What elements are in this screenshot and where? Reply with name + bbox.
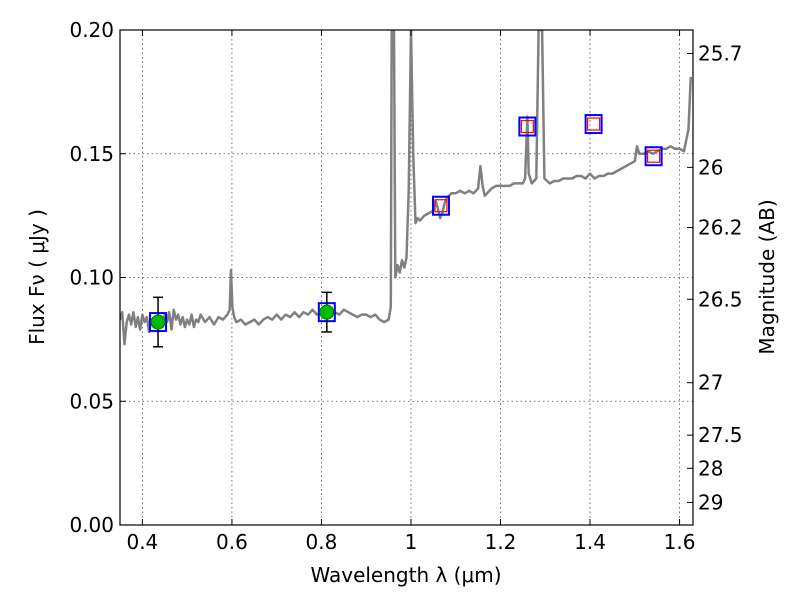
x-tick-label: 0.4	[126, 530, 158, 554]
right-tick-label: 28	[698, 456, 723, 480]
y-tick-label: 0.10	[69, 266, 114, 290]
y-axis-right-title: Magnitude (AB)	[755, 199, 779, 354]
y-tick-label: 0.05	[69, 389, 114, 413]
x-tick-label: 1.6	[664, 530, 696, 554]
model-flux-box	[518, 116, 537, 137]
y-axis-left: 0.00 0.05 0.10 0.15 0.20	[69, 18, 126, 537]
detection-point	[150, 314, 166, 330]
right-tick-label: 26.2	[698, 216, 743, 240]
model-flux-marker	[647, 149, 661, 163]
model-flux-marker	[587, 117, 601, 131]
x-axis: 0.4 0.6 0.8 1 1.2 1.4 1.6	[126, 30, 695, 554]
right-tick-label: 26	[698, 155, 723, 179]
x-tick-label: 0.6	[216, 530, 248, 554]
x-tick-label: 0.8	[306, 530, 338, 554]
right-tick-label: 25.7	[698, 42, 743, 66]
x-tick-label: 1.4	[574, 530, 606, 554]
detection-point	[319, 304, 335, 320]
y-axis-right: 25.7 26 26.2 26.5 27 27.5 28 29	[687, 42, 743, 514]
model-flux-marker	[520, 119, 534, 134]
right-tick-label: 27.5	[698, 423, 743, 447]
x-tick-label: 1	[405, 530, 418, 554]
model-flux-box	[644, 146, 663, 167]
right-tick-label: 27	[698, 371, 723, 395]
x-tick-label: 1.2	[485, 530, 517, 554]
model-flux-box	[584, 114, 603, 135]
spectrum-line	[120, 30, 693, 346]
model-flux-box	[431, 195, 450, 216]
y-tick-label: 0.00	[69, 513, 114, 537]
y-tick-label: 0.15	[69, 142, 114, 166]
y-tick-label: 0.20	[69, 18, 114, 42]
model-flux-marker	[434, 199, 448, 213]
plot-area	[120, 30, 693, 348]
y-axis-title: Flux Fν ( μJy )	[25, 209, 49, 345]
right-tick-label: 29	[698, 490, 723, 514]
x-axis-title: Wavelength λ (μm)	[310, 563, 501, 587]
right-tick-label: 26.5	[698, 287, 743, 311]
